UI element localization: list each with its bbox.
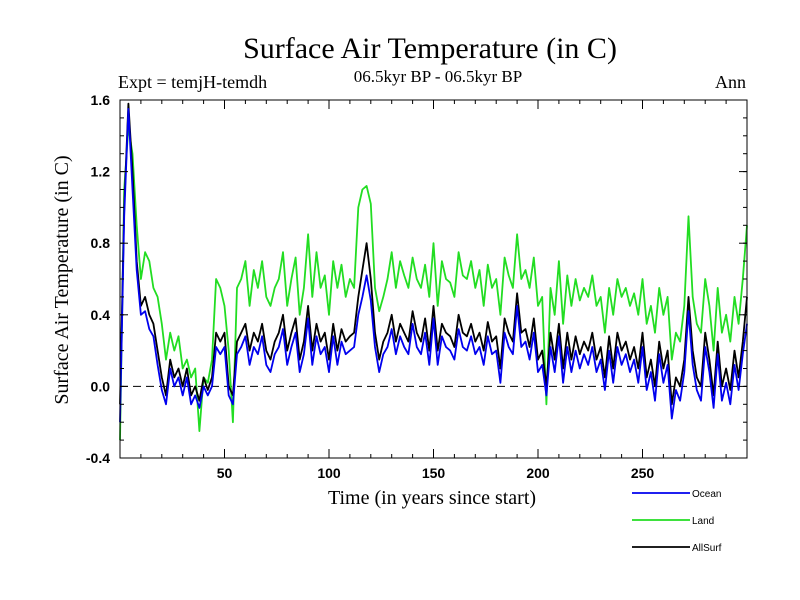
y-tick-label: 0.0 <box>91 378 111 394</box>
legend-label-land: Land <box>692 516 714 527</box>
series-line-allsurf <box>119 102 748 406</box>
y-tick-label: 1.2 <box>91 164 111 180</box>
x-tick-label: 200 <box>526 465 550 481</box>
season-label: Ann <box>715 72 746 92</box>
plot-frame <box>119 99 748 459</box>
y-tick-label: 0.8 <box>91 235 111 251</box>
y-axis-label: Surface Air Temperature (in C) <box>51 155 73 404</box>
chart-subtitle: 06.5kyr BP - 06.5kyr BP <box>354 67 522 86</box>
y-tick-label: -0.4 <box>86 450 110 466</box>
x-tick-label: 150 <box>422 465 446 481</box>
series-line-ocean <box>119 108 748 423</box>
y-tick-label: 0.4 <box>91 307 111 323</box>
axes: -0.4 0.0 0.4 0.8 1.2 1.6 50 100 150 200 250 <box>86 92 747 481</box>
plot-area <box>119 102 748 441</box>
x-tick-label: 100 <box>317 465 341 481</box>
expt-label: Expt = temjH-temdh <box>118 72 267 92</box>
x-tick-label: 250 <box>631 465 655 481</box>
legend: Ocean Land AllSurf <box>632 489 722 554</box>
x-tick-label: 50 <box>217 465 233 481</box>
x-axis-label: Time (in years since start) <box>328 487 536 509</box>
y-tick-label: 1.6 <box>91 92 111 108</box>
legend-label-allsurf: AllSurf <box>692 543 722 554</box>
chart-title: Surface Air Temperature (in C) <box>243 32 617 65</box>
legend-label-ocean: Ocean <box>692 489 721 500</box>
series-line-land <box>119 125 748 441</box>
